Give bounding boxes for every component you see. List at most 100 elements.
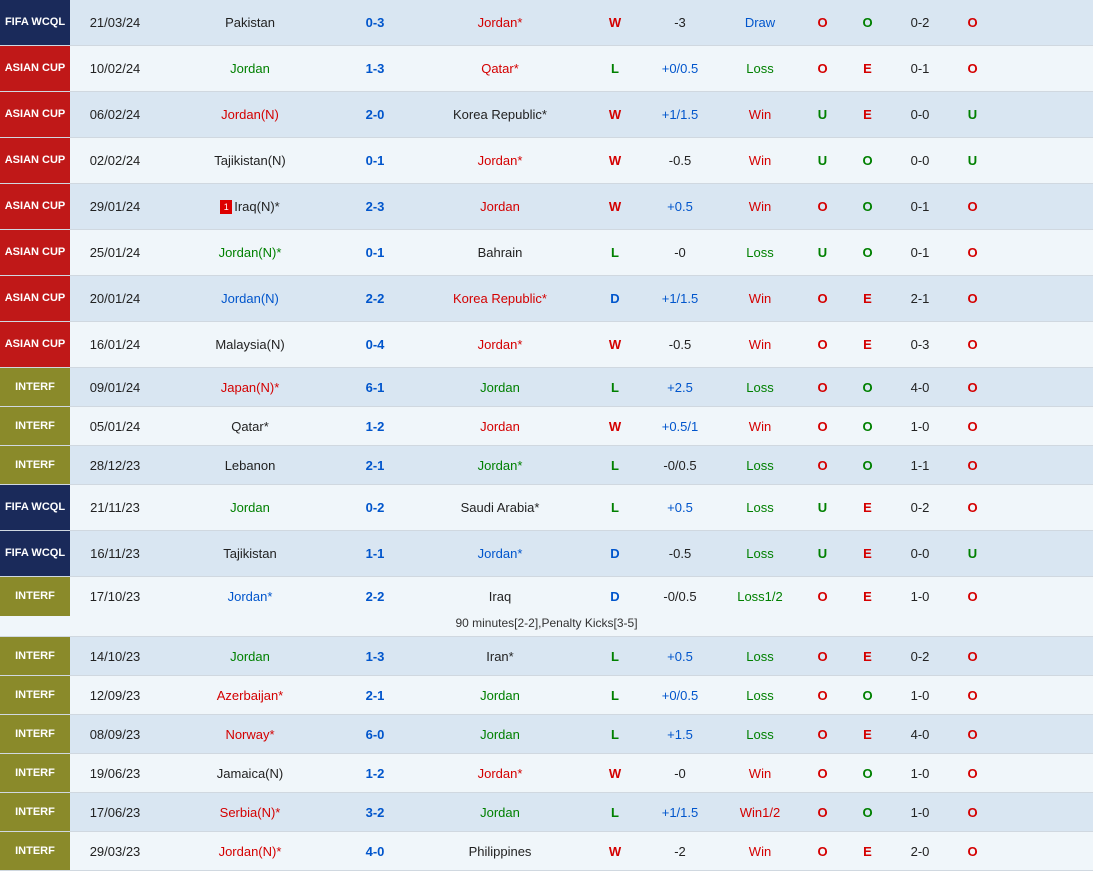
over-under: O: [800, 61, 845, 76]
handicap: +1/1.5: [640, 805, 720, 820]
match-row[interactable]: INTERF14/10/23Jordan1-3Iran*L+0.5LossOE0…: [0, 637, 1093, 676]
ht-over-under: O: [950, 245, 995, 260]
match-row[interactable]: INTERF29/03/23Jordan(N)*4-0PhilippinesW-…: [0, 832, 1093, 871]
score: 1-3: [340, 61, 410, 76]
match-row[interactable]: ASIAN CUP25/01/24Jordan(N)*0-1BahrainL-0…: [0, 230, 1093, 276]
home-team: Japan(N)*: [160, 380, 340, 395]
handicap: -0.5: [640, 337, 720, 352]
match-row[interactable]: ASIAN CUP16/01/24Malaysia(N)0-4Jordan*W-…: [0, 322, 1093, 368]
match-row[interactable]: INTERF17/06/23Serbia(N)*3-2JordanL+1/1.5…: [0, 793, 1093, 832]
match-row[interactable]: ASIAN CUP29/01/241Iraq(N)*2-3JordanW+0.5…: [0, 184, 1093, 230]
handicap-result: Win: [720, 337, 800, 352]
match-row[interactable]: INTERF17/10/23Jordan*2-2IraqD-0/0.5Loss1…: [0, 577, 1093, 637]
match-row[interactable]: ASIAN CUP20/01/24Jordan(N)2-2Korea Repub…: [0, 276, 1093, 322]
match-row[interactable]: INTERF08/09/23Norway*6-0JordanL+1.5LossO…: [0, 715, 1093, 754]
handicap-result: Loss: [720, 245, 800, 260]
halftime-score: 0-3: [890, 337, 950, 352]
over-under: O: [800, 649, 845, 664]
away-team: Iraq: [410, 589, 590, 604]
score: 2-3: [340, 199, 410, 214]
score: 1-3: [340, 649, 410, 664]
match-date: 14/10/23: [70, 649, 160, 664]
handicap: -2: [640, 844, 720, 859]
handicap-result: Win: [720, 153, 800, 168]
wdl-result: L: [590, 61, 640, 76]
halftime-score: 0-0: [890, 153, 950, 168]
match-date: 02/02/24: [70, 153, 160, 168]
score: 2-2: [340, 589, 410, 604]
match-row[interactable]: INTERF28/12/23Lebanon2-1Jordan*L-0/0.5Lo…: [0, 446, 1093, 485]
halftime-score: 1-0: [890, 766, 950, 781]
competition-badge: ASIAN CUP: [0, 276, 70, 321]
away-team: Korea Republic*: [410, 107, 590, 122]
handicap: -0: [640, 766, 720, 781]
competition-badge: INTERF: [0, 676, 70, 714]
wdl-result: D: [590, 291, 640, 306]
ht-over-under: O: [950, 805, 995, 820]
halftime-score: 0-1: [890, 245, 950, 260]
match-row[interactable]: FIFA WCQL16/11/23Tajikistan1-1Jordan*D-0…: [0, 531, 1093, 577]
odd-even: E: [845, 291, 890, 306]
ht-over-under: O: [950, 727, 995, 742]
ht-over-under: O: [950, 61, 995, 76]
odd-even: E: [845, 589, 890, 604]
halftime-score: 1-0: [890, 589, 950, 604]
match-row[interactable]: ASIAN CUP06/02/24Jordan(N)2-0Korea Repub…: [0, 92, 1093, 138]
match-history-table: FIFA WCQL21/03/24Pakistan0-3Jordan*W-3Dr…: [0, 0, 1093, 871]
match-row[interactable]: INTERF05/01/24Qatar*1-2JordanW+0.5/1WinO…: [0, 407, 1093, 446]
halftime-score: 2-0: [890, 844, 950, 859]
ht-over-under: O: [950, 458, 995, 473]
wdl-result: D: [590, 589, 640, 604]
wdl-result: L: [590, 805, 640, 820]
away-team: Jordan*: [410, 15, 590, 30]
competition-badge: INTERF: [0, 715, 70, 753]
halftime-score: 4-0: [890, 380, 950, 395]
handicap: +1.5: [640, 727, 720, 742]
odd-even: E: [845, 844, 890, 859]
home-team: Jordan(N): [160, 107, 340, 122]
competition-badge: FIFA WCQL: [0, 485, 70, 530]
competition-badge: INTERF: [0, 407, 70, 445]
odd-even: O: [845, 380, 890, 395]
over-under: U: [800, 153, 845, 168]
handicap: +0.5/1: [640, 419, 720, 434]
competition-badge: INTERF: [0, 368, 70, 406]
handicap-result: Loss: [720, 649, 800, 664]
match-row[interactable]: INTERF19/06/23Jamaica(N)1-2Jordan*W-0Win…: [0, 754, 1093, 793]
ht-over-under: O: [950, 419, 995, 434]
match-row[interactable]: FIFA WCQL21/11/23Jordan0-2Saudi Arabia*L…: [0, 485, 1093, 531]
halftime-score: 0-2: [890, 649, 950, 664]
competition-badge: INTERF: [0, 446, 70, 484]
handicap: +0.5: [640, 500, 720, 515]
odd-even: O: [845, 458, 890, 473]
handicap: +0/0.5: [640, 688, 720, 703]
ht-over-under: O: [950, 15, 995, 30]
score: 0-1: [340, 153, 410, 168]
competition-badge: ASIAN CUP: [0, 46, 70, 91]
match-row[interactable]: ASIAN CUP02/02/24Tajikistan(N)0-1Jordan*…: [0, 138, 1093, 184]
match-row[interactable]: INTERF12/09/23Azerbaijan*2-1JordanL+0/0.…: [0, 676, 1093, 715]
wdl-result: L: [590, 458, 640, 473]
handicap-result: Win1/2: [720, 805, 800, 820]
over-under: O: [800, 291, 845, 306]
score: 2-0: [340, 107, 410, 122]
match-date: 09/01/24: [70, 380, 160, 395]
ht-over-under: O: [950, 199, 995, 214]
competition-badge: ASIAN CUP: [0, 230, 70, 275]
match-date: 05/01/24: [70, 419, 160, 434]
handicap: +0/0.5: [640, 61, 720, 76]
home-team: Norway*: [160, 727, 340, 742]
match-row[interactable]: ASIAN CUP10/02/24Jordan1-3Qatar*L+0/0.5L…: [0, 46, 1093, 92]
over-under: O: [800, 199, 845, 214]
wdl-result: L: [590, 688, 640, 703]
wdl-result: W: [590, 844, 640, 859]
score: 1-2: [340, 419, 410, 434]
home-team: Tajikistan(N): [160, 153, 340, 168]
match-row[interactable]: FIFA WCQL21/03/24Pakistan0-3Jordan*W-3Dr…: [0, 0, 1093, 46]
handicap-result: Loss: [720, 500, 800, 515]
away-team: Jordan*: [410, 766, 590, 781]
away-team: Jordan*: [410, 546, 590, 561]
match-row[interactable]: INTERF09/01/24Japan(N)*6-1JordanL+2.5Los…: [0, 368, 1093, 407]
handicap-result: Win: [720, 419, 800, 434]
over-under: O: [800, 688, 845, 703]
